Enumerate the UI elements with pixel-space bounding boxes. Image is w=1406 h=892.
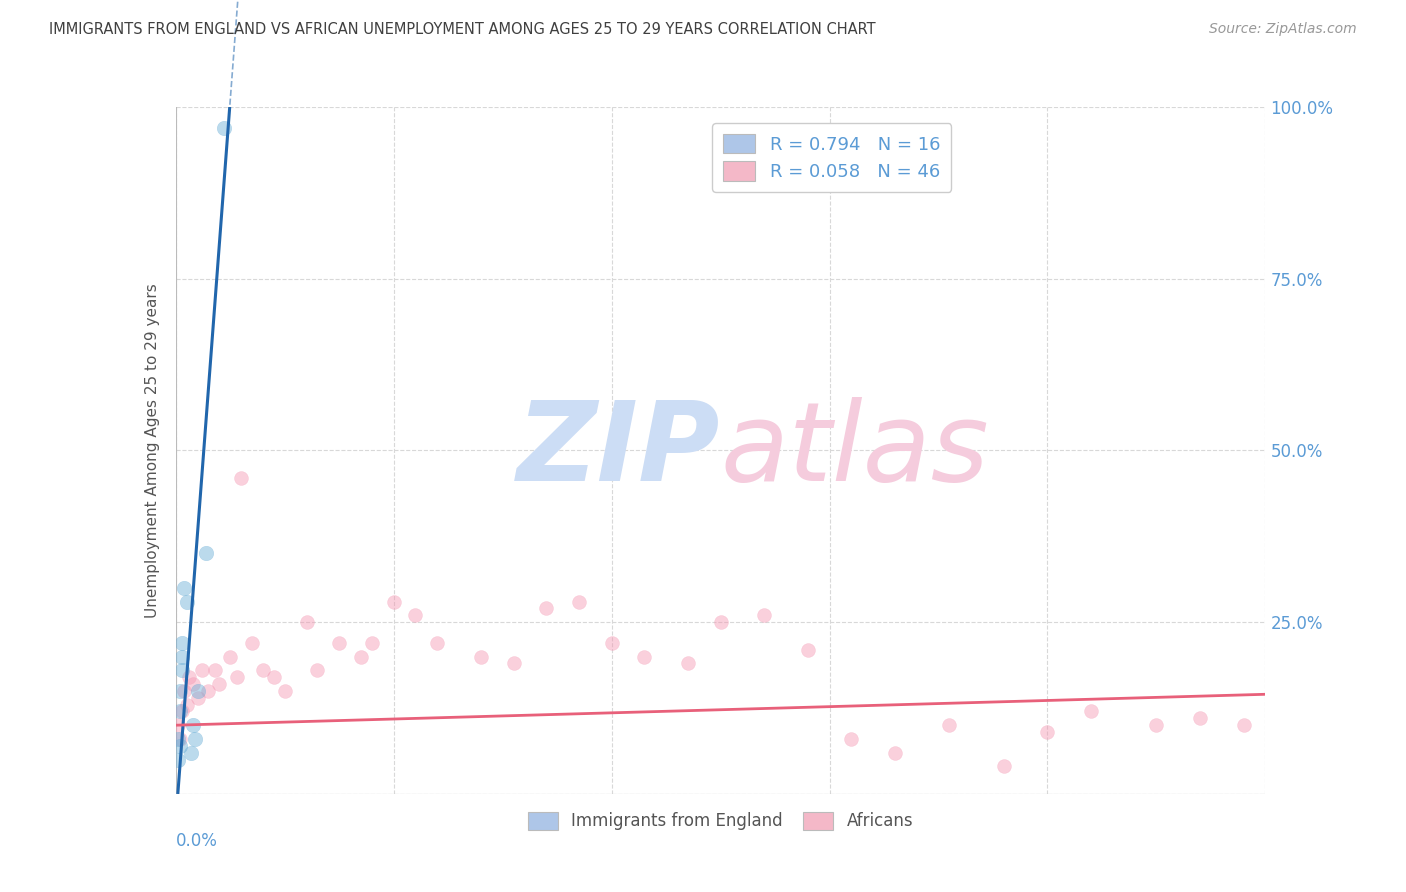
- Point: [633, 649, 655, 664]
- Point: [993, 759, 1015, 773]
- Point: [219, 649, 242, 664]
- Point: [172, 636, 194, 650]
- Point: [796, 642, 818, 657]
- Point: [405, 608, 427, 623]
- Point: [1189, 711, 1212, 725]
- Point: [176, 698, 198, 712]
- Point: [884, 746, 907, 760]
- Point: [1080, 705, 1102, 719]
- Point: [225, 670, 247, 684]
- Point: [263, 670, 285, 684]
- Point: [195, 546, 218, 561]
- Point: [328, 636, 350, 650]
- Point: [191, 663, 214, 677]
- Point: [204, 663, 226, 677]
- Point: [710, 615, 733, 630]
- Point: [1144, 718, 1167, 732]
- Point: [208, 677, 231, 691]
- Point: [172, 649, 194, 664]
- Point: [295, 615, 318, 630]
- Point: [184, 731, 207, 746]
- Point: [252, 663, 274, 677]
- Text: ZIP: ZIP: [517, 397, 721, 504]
- Text: 0.0%: 0.0%: [176, 831, 218, 850]
- Text: IMMIGRANTS FROM ENGLAND VS AFRICAN UNEMPLOYMENT AMONG AGES 25 TO 29 YEARS CORREL: IMMIGRANTS FROM ENGLAND VS AFRICAN UNEMP…: [49, 22, 876, 37]
- Point: [167, 753, 190, 767]
- Point: [600, 636, 623, 650]
- Point: [676, 657, 699, 671]
- Point: [534, 601, 557, 615]
- Point: [754, 608, 776, 623]
- Point: [180, 746, 202, 760]
- Point: [307, 663, 329, 677]
- Point: [212, 120, 235, 135]
- Point: [240, 636, 263, 650]
- Point: [197, 683, 219, 698]
- Point: [172, 663, 194, 677]
- Point: [172, 705, 194, 719]
- Point: [173, 683, 195, 698]
- Y-axis label: Unemployment Among Ages 25 to 29 years: Unemployment Among Ages 25 to 29 years: [145, 283, 160, 618]
- Point: [350, 649, 373, 664]
- Point: [177, 670, 200, 684]
- Point: [382, 594, 405, 608]
- Point: [169, 739, 191, 753]
- Point: [841, 731, 863, 746]
- Text: Source: ZipAtlas.com: Source: ZipAtlas.com: [1209, 22, 1357, 37]
- Point: [426, 636, 449, 650]
- Point: [181, 677, 204, 691]
- Point: [167, 731, 190, 746]
- Point: [186, 683, 209, 698]
- Point: [1036, 725, 1059, 739]
- Point: [169, 731, 191, 746]
- Point: [231, 471, 253, 485]
- Point: [181, 718, 204, 732]
- Point: [1232, 718, 1256, 732]
- Point: [568, 594, 591, 608]
- Point: [173, 581, 195, 595]
- Point: [169, 683, 191, 698]
- Point: [360, 636, 382, 650]
- Text: atlas: atlas: [721, 397, 990, 504]
- Point: [938, 718, 960, 732]
- Point: [274, 683, 297, 698]
- Point: [167, 718, 190, 732]
- Point: [502, 657, 524, 671]
- Point: [169, 705, 191, 719]
- Point: [186, 690, 209, 705]
- Point: [176, 594, 198, 608]
- Point: [470, 649, 492, 664]
- Legend: Immigrants from England, Africans: Immigrants from England, Africans: [522, 805, 920, 837]
